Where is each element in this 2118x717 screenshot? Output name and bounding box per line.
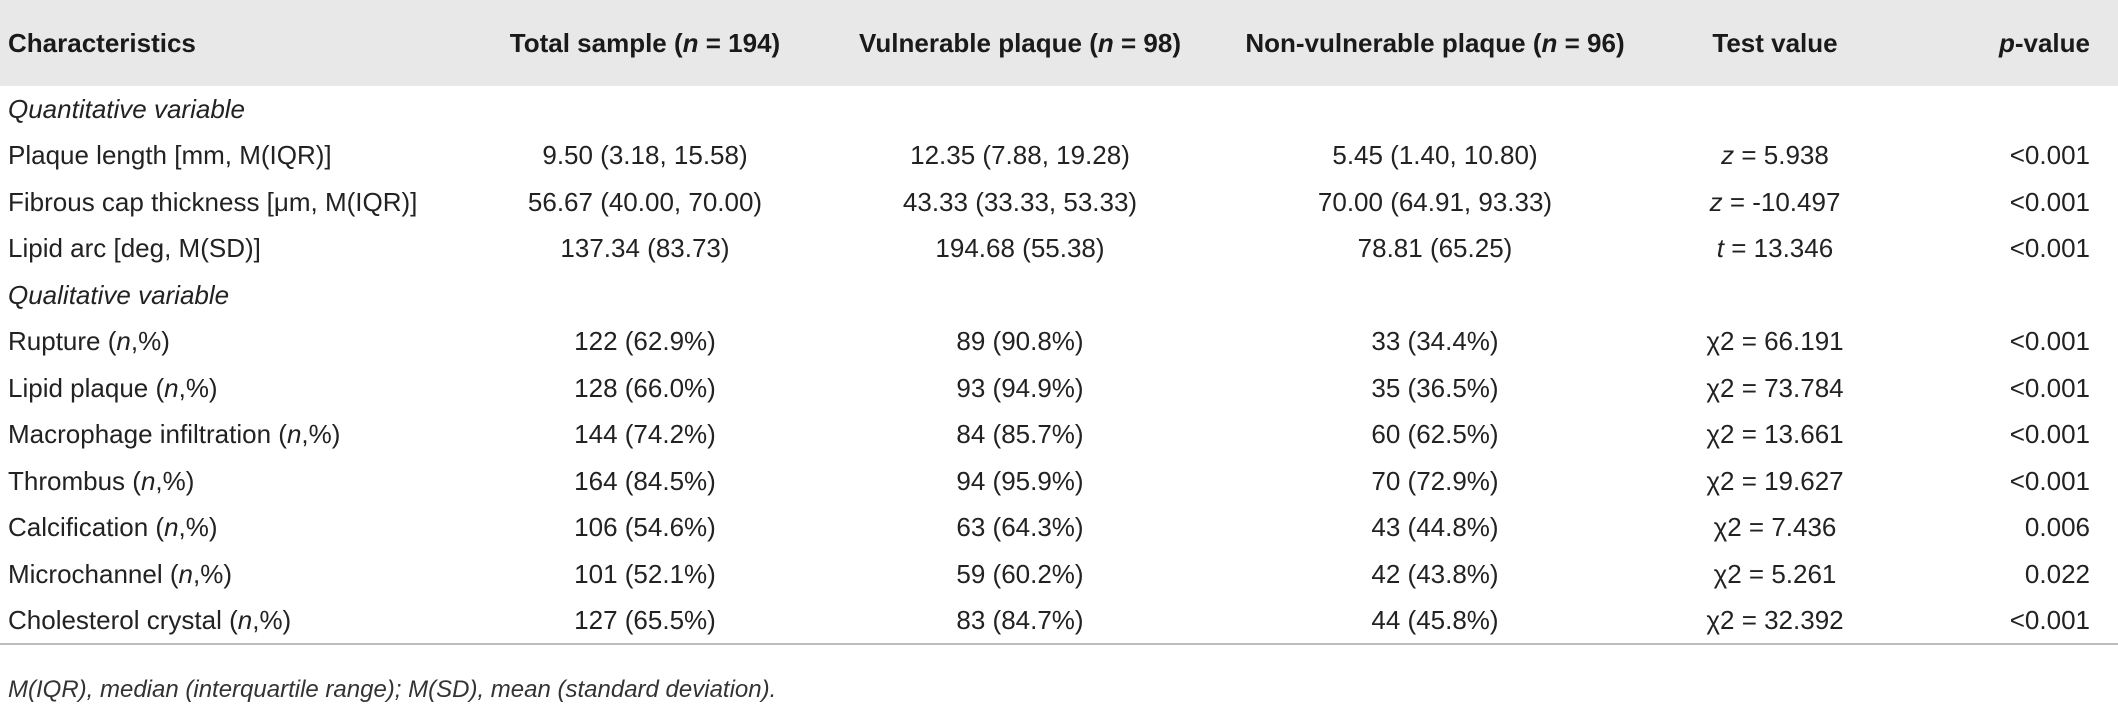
cell-non-vulnerable: 44 (45.8%) <box>1220 597 1650 645</box>
cell-non-vulnerable: 60 (62.5%) <box>1371 419 1499 450</box>
cell-non-vulnerable: 33 (34.4%) <box>1371 326 1499 357</box>
cell-total: 122 (62.9%) <box>574 326 716 357</box>
cell-test-value: χ2 = 13.661 <box>1706 419 1844 450</box>
cell-test-value: χ2 = 7.436 <box>1713 512 1837 543</box>
row-label: Fibrous cap thickness [μm, M(IQR)] <box>8 186 418 217</box>
table-footnote: M(IQR), median (interquartile range); M(… <box>8 676 777 703</box>
cell-vulnerable: 93 (94.9%) <box>956 372 1084 403</box>
cell-total: 101 (52.1%) <box>574 558 716 589</box>
cell-test-value: z = -10.497 <box>1709 186 1841 217</box>
row-label: Microchannel (n,%) <box>8 558 232 589</box>
cell-total: 56.67 (40.00, 70.00) <box>527 186 763 217</box>
row-label: Calcification (n,%) <box>8 512 218 543</box>
cell-non-vulnerable: 43 (44.8%) <box>1371 512 1499 543</box>
cell-vulnerable: 59 (60.2%) <box>956 558 1084 589</box>
cell-vulnerable: 84 (85.7%) <box>956 419 1084 450</box>
cell-non-vulnerable: 35 (36.5%) <box>1371 372 1499 403</box>
table-row: Fibrous cap thickness [μm, M(IQR)] 56.67… <box>0 179 2118 226</box>
header-non-vulnerable-plaque: Non-vulnerable plaque (n = 96) <box>1245 27 1625 58</box>
table-row: Lipid plaque (n,%) 128 (66.0%) 93 (94.9%… <box>0 365 2118 412</box>
cell-test-value: χ2 = 32.392 <box>1650 597 1900 645</box>
header-row: Characteristics Total sample (n = 194) V… <box>0 0 2118 86</box>
cell-vulnerable: 94 (95.9%) <box>956 465 1084 496</box>
cell-test-value: χ2 = 5.261 <box>1713 558 1837 589</box>
table-row: Rupture (n,%) 122 (62.9%) 89 (90.8%) 33 … <box>0 319 2118 366</box>
cell-vulnerable: 194.68 (55.38) <box>935 233 1105 264</box>
row-label: Plaque length [mm, M(IQR)] <box>8 140 332 171</box>
cell-vulnerable: 12.35 (7.88, 19.28) <box>910 140 1130 171</box>
section-label: Qualitative variable <box>8 279 230 310</box>
cell-p-value: <0.001 <box>2009 186 2090 217</box>
table-row: Cholesterol crystal (n,%) 127 (65.5%) 83… <box>0 597 2118 645</box>
cell-p-value: <0.001 <box>2009 233 2090 264</box>
table-row: Thrombus (n,%) 164 (84.5%) 94 (95.9%) 70… <box>0 458 2118 505</box>
cell-total: 106 (54.6%) <box>574 512 716 543</box>
table-row: Lipid arc [deg, M(SD)] 137.34 (83.73) 19… <box>0 226 2118 273</box>
row-label: Lipid arc [deg, M(SD)] <box>8 233 261 264</box>
row-label: Lipid plaque (n,%) <box>8 372 218 403</box>
section-label: Quantitative variable <box>8 93 246 124</box>
cell-total: 144 (74.2%) <box>574 419 716 450</box>
section-row-quantitative: Quantitative variable <box>0 86 2118 133</box>
cell-p-value: <0.001 <box>1900 597 2118 645</box>
cell-total: 128 (66.0%) <box>574 372 716 403</box>
cell-p-value: <0.001 <box>2009 326 2090 357</box>
table-row: Plaque length [mm, M(IQR)] 9.50 (3.18, 1… <box>0 133 2118 180</box>
results-table: Characteristics Total sample (n = 194) V… <box>0 0 2118 645</box>
cell-non-vulnerable: 42 (43.8%) <box>1371 558 1499 589</box>
header-total-sample: Total sample (n = 194) <box>509 27 781 58</box>
cell-non-vulnerable: 78.81 (65.25) <box>1357 233 1513 264</box>
header-test-value: Test value <box>1712 27 1838 58</box>
cell-p-value: <0.001 <box>2009 419 2090 450</box>
cell-vulnerable: 89 (90.8%) <box>956 326 1084 357</box>
cell-vulnerable: 63 (64.3%) <box>956 512 1084 543</box>
section-row-qualitative: Qualitative variable <box>0 272 2118 319</box>
cell-test-value: χ2 = 66.191 <box>1706 326 1844 357</box>
cell-p-value: <0.001 <box>2009 372 2090 403</box>
row-label: Thrombus (n,%) <box>8 465 195 496</box>
table-row: Macrophage infiltration (n,%) 144 (74.2%… <box>0 412 2118 459</box>
cell-vulnerable: 43.33 (33.33, 53.33) <box>902 186 1138 217</box>
cell-p-value: <0.001 <box>2009 140 2090 171</box>
cell-vulnerable: 83 (84.7%) <box>820 597 1220 645</box>
cell-p-value: 0.006 <box>2024 512 2090 543</box>
cell-test-value: χ2 = 19.627 <box>1706 465 1844 496</box>
cell-p-value: <0.001 <box>2009 465 2090 496</box>
cell-p-value: 0.022 <box>2024 558 2090 589</box>
header-vulnerable-plaque: Vulnerable plaque (n = 98) <box>859 27 1181 58</box>
cell-test-value: t = 13.346 <box>1716 233 1834 264</box>
cell-non-vulnerable: 5.45 (1.40, 10.80) <box>1332 140 1538 171</box>
cell-total: 164 (84.5%) <box>574 465 716 496</box>
cell-test-value: χ2 = 73.784 <box>1706 372 1844 403</box>
cell-non-vulnerable: 70.00 (64.91, 93.33) <box>1317 186 1553 217</box>
header-characteristics: Characteristics <box>8 27 196 58</box>
table-row: Calcification (n,%) 106 (54.6%) 63 (64.3… <box>0 505 2118 552</box>
table-row: Microchannel (n,%) 101 (52.1%) 59 (60.2%… <box>0 551 2118 598</box>
row-label: Macrophage infiltration (n,%) <box>8 419 341 450</box>
row-label: Rupture (n,%) <box>8 326 170 357</box>
row-label: Cholesterol crystal (n,%) <box>0 597 470 645</box>
cell-non-vulnerable: 70 (72.9%) <box>1371 465 1499 496</box>
cell-total: 137.34 (83.73) <box>560 233 730 264</box>
header-p-value: p-value <box>1998 27 2090 58</box>
cell-total: 9.50 (3.18, 15.58) <box>542 140 748 171</box>
cell-test-value: z = 5.938 <box>1721 140 1829 171</box>
cell-total: 127 (65.5%) <box>470 597 820 645</box>
